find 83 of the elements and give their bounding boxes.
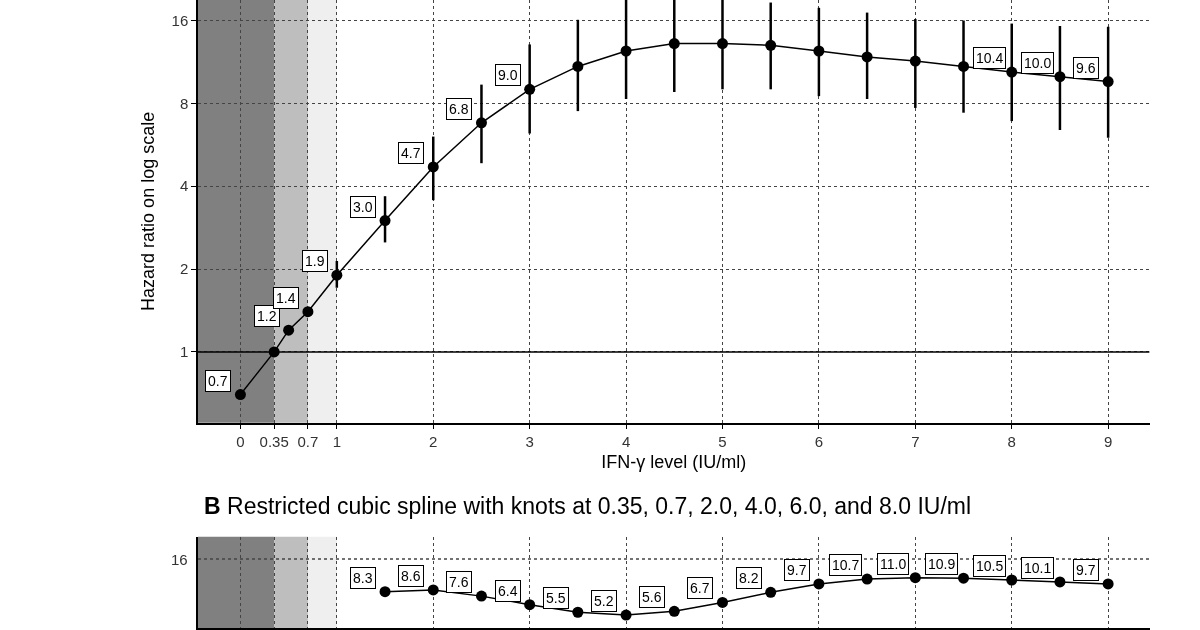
data-label: 9.7 <box>787 562 807 578</box>
x-tick-label: 0.7 <box>297 433 319 451</box>
point <box>668 605 680 617</box>
data-label: 8.2 <box>739 570 759 586</box>
x-tick-label: 1 <box>332 433 342 451</box>
data-label: 5.2 <box>594 593 614 609</box>
point <box>909 55 921 67</box>
x-tick-label: 2 <box>429 433 438 451</box>
data-label: 1.9 <box>305 253 325 269</box>
point <box>958 60 970 72</box>
x-tick-label: 8 <box>1007 433 1016 451</box>
data-label: 5.6 <box>642 589 662 605</box>
data-label: 9.6 <box>1076 60 1096 76</box>
point <box>668 38 680 50</box>
y-tick-label: 4 <box>179 177 189 195</box>
y-tick-label: 16 <box>171 11 189 29</box>
point <box>379 215 391 227</box>
point <box>283 324 295 336</box>
x-tick-label: 0 <box>236 433 245 451</box>
data-label: 8.6 <box>401 568 421 584</box>
point <box>524 599 536 611</box>
point <box>861 573 873 585</box>
point <box>331 269 343 281</box>
data-label: 10.1 <box>1024 560 1052 576</box>
data-label: 8.3 <box>353 570 373 586</box>
x-tick-label: 5 <box>718 433 727 451</box>
point <box>1054 71 1066 83</box>
data-label: 10.0 <box>1024 55 1052 71</box>
x-tick-label: 7 <box>911 433 920 451</box>
data-label: 9.0 <box>498 67 518 83</box>
data-label: 5.5 <box>546 590 566 606</box>
data-label: 3.0 <box>353 199 373 215</box>
y-axis-title: Hazard ratio on log scale <box>138 111 159 311</box>
data-label: 7.6 <box>449 574 469 590</box>
chart-title: B Restricted cubic spline with knots at 0.35, 0.7, 2.0, 4.0, 6.0, and 8.0 IU/ml <box>204 493 972 519</box>
data-label: 0.7 <box>208 373 228 389</box>
point <box>427 161 439 173</box>
point <box>716 38 728 50</box>
data-label: 9.7 <box>1076 562 1096 578</box>
point <box>765 39 777 51</box>
point <box>620 45 632 57</box>
y-tick-label: 1 <box>179 343 189 361</box>
point <box>572 60 584 72</box>
data-label: 11.0 <box>880 556 907 572</box>
point <box>1006 66 1018 78</box>
point <box>234 389 246 401</box>
point <box>475 590 487 602</box>
data-label: 10.9 <box>928 556 956 572</box>
point <box>524 83 536 95</box>
point <box>909 572 921 584</box>
point <box>620 609 632 621</box>
data-label: 10.5 <box>976 558 1004 574</box>
point <box>813 45 825 57</box>
data-label: 6.8 <box>449 101 469 117</box>
point <box>302 306 314 318</box>
data-label: 6.7 <box>690 580 710 596</box>
x-tick-label: 4 <box>621 433 631 451</box>
point <box>572 606 584 618</box>
y-tick-label: 8 <box>179 94 189 112</box>
point <box>716 596 728 608</box>
point <box>1054 576 1066 588</box>
x-axis-title: IFN-γ level (IU/ml) <box>601 452 747 473</box>
data-label: 1.2 <box>257 308 277 324</box>
point <box>765 586 777 598</box>
data-label: 4.7 <box>401 145 421 161</box>
x-tick-label: 0.35 <box>259 433 289 451</box>
point <box>958 572 970 584</box>
point <box>813 578 825 590</box>
point <box>379 586 391 598</box>
x-tick-label: 9 <box>1103 433 1113 451</box>
point <box>1006 574 1018 586</box>
x-tick-label: 6 <box>814 433 824 451</box>
data-label: 6.4 <box>498 583 518 599</box>
point <box>427 584 439 596</box>
x-tick-label: 3 <box>525 433 534 451</box>
point <box>1102 76 1114 88</box>
point <box>1102 578 1114 590</box>
data-label: 1.4 <box>276 290 296 306</box>
point <box>475 117 487 129</box>
data-label: 10.4 <box>976 50 1004 66</box>
data-label: 10.7 <box>832 557 860 573</box>
point <box>861 51 873 63</box>
y-tick-label: 2 <box>179 260 189 278</box>
